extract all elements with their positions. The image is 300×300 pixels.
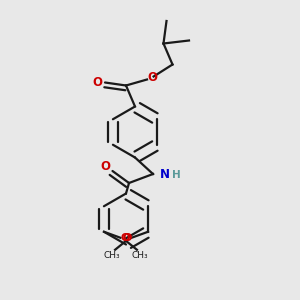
Text: CH₃: CH₃ <box>132 251 148 260</box>
Text: N: N <box>159 167 170 181</box>
Text: O: O <box>122 233 132 243</box>
Text: O: O <box>120 233 130 243</box>
Text: O: O <box>92 76 103 89</box>
Text: CH₃: CH₃ <box>104 251 120 260</box>
Text: O: O <box>147 71 158 85</box>
Text: H: H <box>172 170 181 181</box>
Text: O: O <box>100 160 110 173</box>
